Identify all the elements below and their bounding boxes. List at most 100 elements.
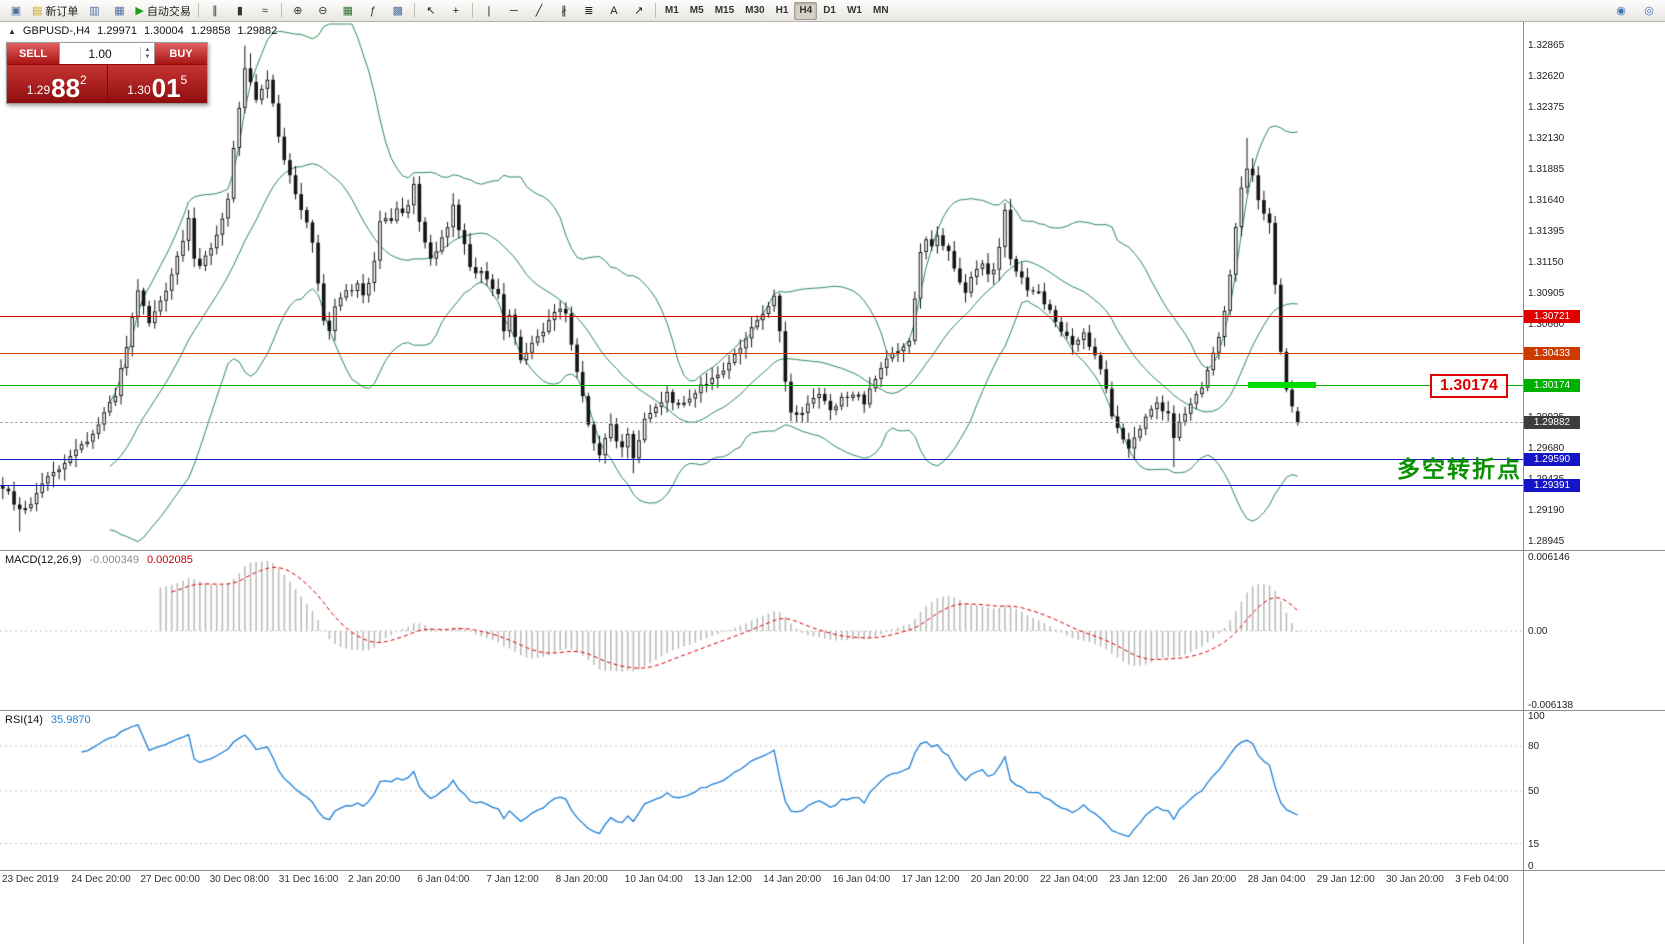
templates-icon[interactable]: ▩ [386,2,410,20]
panel-separator[interactable] [0,550,1665,551]
price-scale-separator[interactable] [1523,22,1524,944]
chart-header: ▲ GBPUSD-,H4 1.29971 1.30004 1.29858 1.2… [8,25,277,37]
horizontal-line-1.30174[interactable] [0,385,1523,387]
indicators-icon: ƒ [369,4,376,17]
candlestick-chart-icon: ▮ [236,4,243,17]
crosshair-icon: + [452,4,460,17]
timeframe-mn-button[interactable]: MN [872,5,889,16]
spinner-down-icon[interactable]: ▼ [144,53,151,60]
horizontal-line-1.29590[interactable] [0,459,1523,461]
time-axis-label: 2 Jan 20:00 [348,874,401,885]
time-axis-label: 17 Jan 12:00 [901,874,960,885]
panel-separator[interactable] [0,870,1665,871]
timeframe-m30-button[interactable]: M30 [745,5,765,16]
sell-price-prefix: 1.29 [26,83,51,97]
crosshair-icon[interactable]: + [444,2,468,20]
volume-spinner[interactable]: ▲ ▼ [140,46,154,61]
toolbar-separator [471,3,473,18]
autotrading-button[interactable]: ▶ 自动交易 [132,2,193,20]
vertical-line-icon[interactable]: | [477,2,501,20]
spinner-up-icon[interactable]: ▲ [144,46,151,53]
time-axis-label: 24 Dec 20:00 [71,874,131,885]
support-highlight-segment[interactable] [1248,382,1316,389]
trendline-icon: ╱ [535,4,543,17]
one-click-trading-panel: SELL 1.00 ▲ ▼ BUY 1.29 88 2 1.30 01 5 [6,42,208,104]
new-order-button-label: 新订单 [45,5,79,18]
price-axis-label: 1.31395 [1528,225,1565,237]
horizontal-line-icon[interactable]: ─ [502,2,526,20]
time-axis-label: 31 Dec 16:00 [278,874,339,885]
timeframe-m5-button[interactable]: M5 [689,5,704,16]
candlestick-chart-icon[interactable]: ▮ [228,2,252,20]
time-axis-label: 27 Dec 00:00 [140,874,200,885]
arrow-tool-icon[interactable]: ↗ [627,2,651,20]
time-axis-label: 23 Jan 12:00 [1109,874,1168,885]
chart-profiles-icon[interactable]: ▥ [82,2,106,20]
hline-label-1.30174: 1.30174 [1524,379,1580,393]
zoom-in-icon[interactable]: ⊕ [286,2,310,20]
fibonacci-icon[interactable]: ≣ [577,2,601,20]
timeframe-h4-button[interactable]: H4 [794,1,818,20]
text-label-icon[interactable]: A [602,2,626,20]
bid-price-label: 1.29882 [1524,416,1580,430]
sell-price-button[interactable]: 1.29 88 2 [7,65,107,103]
horizontal-line-1.30433[interactable] [0,352,1523,354]
line-chart-icon: ≈ [261,4,268,17]
timeframe-h1-button[interactable]: H1 [775,5,789,16]
timeframe-d1-button[interactable]: D1 [823,5,836,16]
volume-value: 1.00 [88,46,112,61]
price-axis-label: 1.29680 [1528,442,1565,454]
chart-window-icon: ▣ [10,4,22,17]
collapse-panel-icon[interactable]: ▲ [8,26,16,36]
autotrading-icon: ▶ [135,4,144,17]
cursor-icon: ↖ [426,4,436,17]
buy-price-button[interactable]: 1.30 01 5 [107,65,207,103]
timeframe-w1-button[interactable]: W1 [846,5,862,16]
time-axis-label: 20 Jan 20:00 [970,874,1029,885]
buy-button[interactable]: BUY [155,43,207,64]
price-axis-label: 1.31150 [1528,256,1564,268]
macd-axis-label: 0.006146 [1528,552,1570,564]
time-axis-label: 8 Jan 20:00 [555,874,608,885]
time-axis-label: 3 Feb 04:00 [1455,874,1509,885]
buy-price-pips: 01 [151,73,181,103]
horizontal-line-1.29391[interactable] [0,484,1523,486]
data-window-icon[interactable]: ▦ [107,2,131,20]
mql5-community-icon[interactable]: ◉ [1609,2,1633,20]
time-axis-label: 23 Dec 2019 [2,874,59,885]
trendline-icon[interactable]: ╱ [527,2,551,20]
channel-icon[interactable]: ∦ [552,2,576,20]
volume-input[interactable]: 1.00 ▲ ▼ [59,43,155,64]
macd-name: MACD(12,26,9) [5,554,82,566]
time-axis-label: 28 Jan 04:00 [1247,874,1306,885]
macd-title: MACD(12,26,9) -0.000349 0.002085 [5,554,193,566]
hline-label-1.30433: 1.30433 [1524,346,1580,360]
horizontal-line-icon: ─ [509,4,518,17]
line-chart-icon[interactable]: ≈ [253,2,277,20]
indicators-icon[interactable]: ƒ [361,2,385,20]
arrow-tool-icon: ↗ [634,4,644,17]
tile-windows-icon[interactable]: ▦ [336,2,360,20]
new-order-button[interactable]: ▤ 新订单 [29,2,81,20]
zoom-out-icon[interactable]: ⊖ [311,2,335,20]
price-callout-label[interactable]: 1.30174 [1430,374,1508,398]
cursor-icon[interactable]: ↖ [419,2,443,20]
timeframe-m1-button[interactable]: M1 [664,5,679,16]
toolbar-separator [654,3,656,18]
time-axis-label: 30 Dec 08:00 [209,874,270,885]
macd-signal-value: 0.002085 [146,554,193,566]
zoom-in-icon: ⊕ [293,4,303,17]
search-icon[interactable]: ◎ [1637,2,1661,20]
timeframe-m15-button[interactable]: M15 [714,5,735,16]
autotrading-button-label: 自动交易 [146,5,191,18]
price-axis-label: 1.28945 [1528,535,1565,547]
turning-point-note[interactable]: 多空转折点 [1397,456,1522,482]
chart-window-icon[interactable]: ▣ [4,2,28,20]
horizontal-line-1.30721[interactable] [0,316,1523,318]
panel-separator[interactable] [0,710,1665,711]
sell-button[interactable]: SELL [7,43,59,64]
bar-chart-icon[interactable]: ∥ [203,2,227,20]
data-window-icon: ▦ [114,4,125,17]
price-axis-label: 1.31640 [1528,194,1565,206]
